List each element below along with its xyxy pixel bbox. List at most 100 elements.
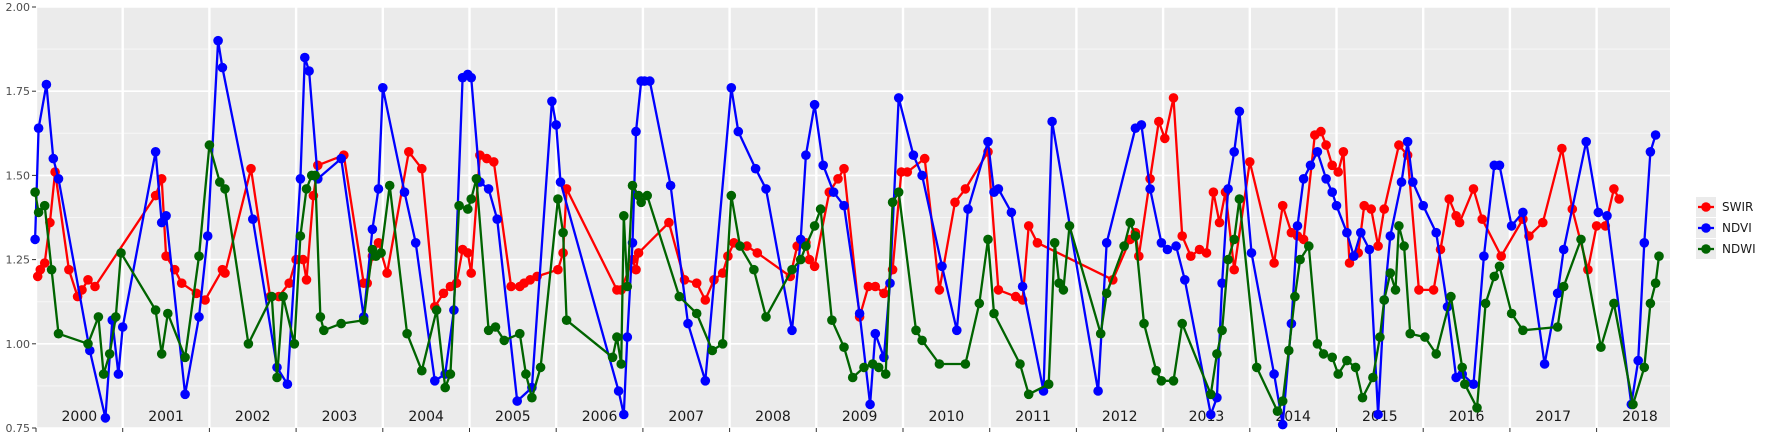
data-point: [289, 339, 300, 349]
data-point: [1290, 291, 1300, 302]
data-point: [1015, 359, 1025, 369]
year-label: 2012: [1102, 409, 1138, 425]
data-point: [1229, 264, 1239, 275]
data-point: [1331, 200, 1342, 211]
data-point: [934, 285, 945, 295]
data-point: [950, 197, 960, 208]
data-point: [1494, 261, 1505, 272]
data-point: [993, 184, 1004, 194]
data-point: [633, 248, 644, 258]
data-point: [1349, 251, 1359, 261]
data-point: [295, 231, 306, 241]
data-point: [220, 184, 230, 194]
data-point: [527, 392, 537, 403]
data-point: [282, 379, 293, 390]
data-point: [619, 409, 629, 420]
data-point: [300, 52, 310, 63]
data-point: [1217, 325, 1227, 336]
data-point: [809, 221, 820, 231]
data-point: [1576, 234, 1586, 245]
data-point: [1379, 295, 1389, 305]
data-point: [358, 315, 369, 326]
year-label: 2010: [929, 409, 965, 425]
data-point: [1558, 281, 1569, 292]
legend-label: SWIR: [1722, 200, 1753, 214]
data-point: [865, 399, 875, 410]
data-point: [983, 136, 993, 147]
data-point: [818, 160, 828, 171]
data-point: [1593, 207, 1604, 218]
data-point: [440, 382, 451, 393]
data-point: [295, 174, 306, 184]
data-point: [512, 396, 522, 406]
data-point: [499, 335, 510, 346]
legend-item-ndvi: NDVI: [1696, 218, 1752, 238]
data-point: [1049, 238, 1060, 248]
data-point: [700, 376, 711, 386]
data-point: [919, 153, 930, 164]
data-point: [163, 308, 173, 319]
legend-item-swir: SWIR: [1696, 197, 1753, 217]
data-point: [301, 184, 312, 194]
data-point: [1557, 143, 1567, 154]
data-point: [1272, 406, 1283, 417]
year-label: 2003: [322, 409, 358, 425]
data-point: [1047, 116, 1057, 127]
data-point: [561, 315, 572, 326]
data-point: [1229, 147, 1239, 157]
data-point: [1043, 379, 1054, 390]
data-point: [150, 190, 161, 201]
data-point: [150, 305, 161, 315]
year-label: 2001: [148, 409, 184, 425]
year-label: 2016: [1449, 409, 1485, 425]
data-point: [1373, 409, 1383, 420]
data-point: [489, 157, 499, 167]
data-point: [98, 369, 109, 379]
data-point: [176, 278, 187, 289]
data-point: [1093, 386, 1103, 396]
data-point: [1168, 93, 1179, 103]
year-label: 2018: [1622, 409, 1658, 425]
data-point: [1023, 221, 1034, 231]
data-point: [1101, 238, 1112, 248]
data-point: [733, 126, 744, 137]
data-point: [801, 241, 811, 251]
data-point: [1639, 362, 1650, 373]
data-point: [33, 207, 44, 218]
data-point: [93, 312, 104, 322]
data-point: [1201, 248, 1212, 258]
data-point: [535, 362, 546, 373]
data-point: [111, 312, 121, 322]
data-point: [1327, 352, 1337, 363]
data-point: [315, 312, 326, 322]
data-point: [33, 123, 44, 133]
data-point: [1375, 332, 1385, 342]
data-point: [1058, 285, 1069, 295]
data-point: [1246, 248, 1257, 258]
data-point: [1385, 268, 1396, 278]
data-point: [960, 359, 971, 369]
data-point: [431, 305, 442, 315]
data-point: [828, 187, 839, 197]
data-point: [616, 359, 626, 369]
data-point: [336, 153, 347, 164]
data-point: [402, 328, 412, 339]
year-label: 2006: [582, 409, 618, 425]
data-point: [1431, 349, 1441, 359]
data-point: [839, 200, 849, 211]
data-point: [1180, 275, 1190, 285]
data-point: [873, 362, 884, 373]
data-point: [1234, 106, 1245, 117]
data-point: [1468, 184, 1479, 194]
data-point: [863, 281, 874, 292]
data-point: [1298, 174, 1309, 184]
data-point: [1316, 126, 1326, 137]
data-point: [248, 214, 258, 224]
data-point: [879, 288, 889, 299]
data-point: [1350, 362, 1361, 373]
data-point: [1596, 342, 1606, 353]
data-point: [521, 369, 531, 379]
data-point: [1338, 147, 1349, 157]
data-point: [100, 413, 111, 423]
data-point: [272, 372, 282, 383]
